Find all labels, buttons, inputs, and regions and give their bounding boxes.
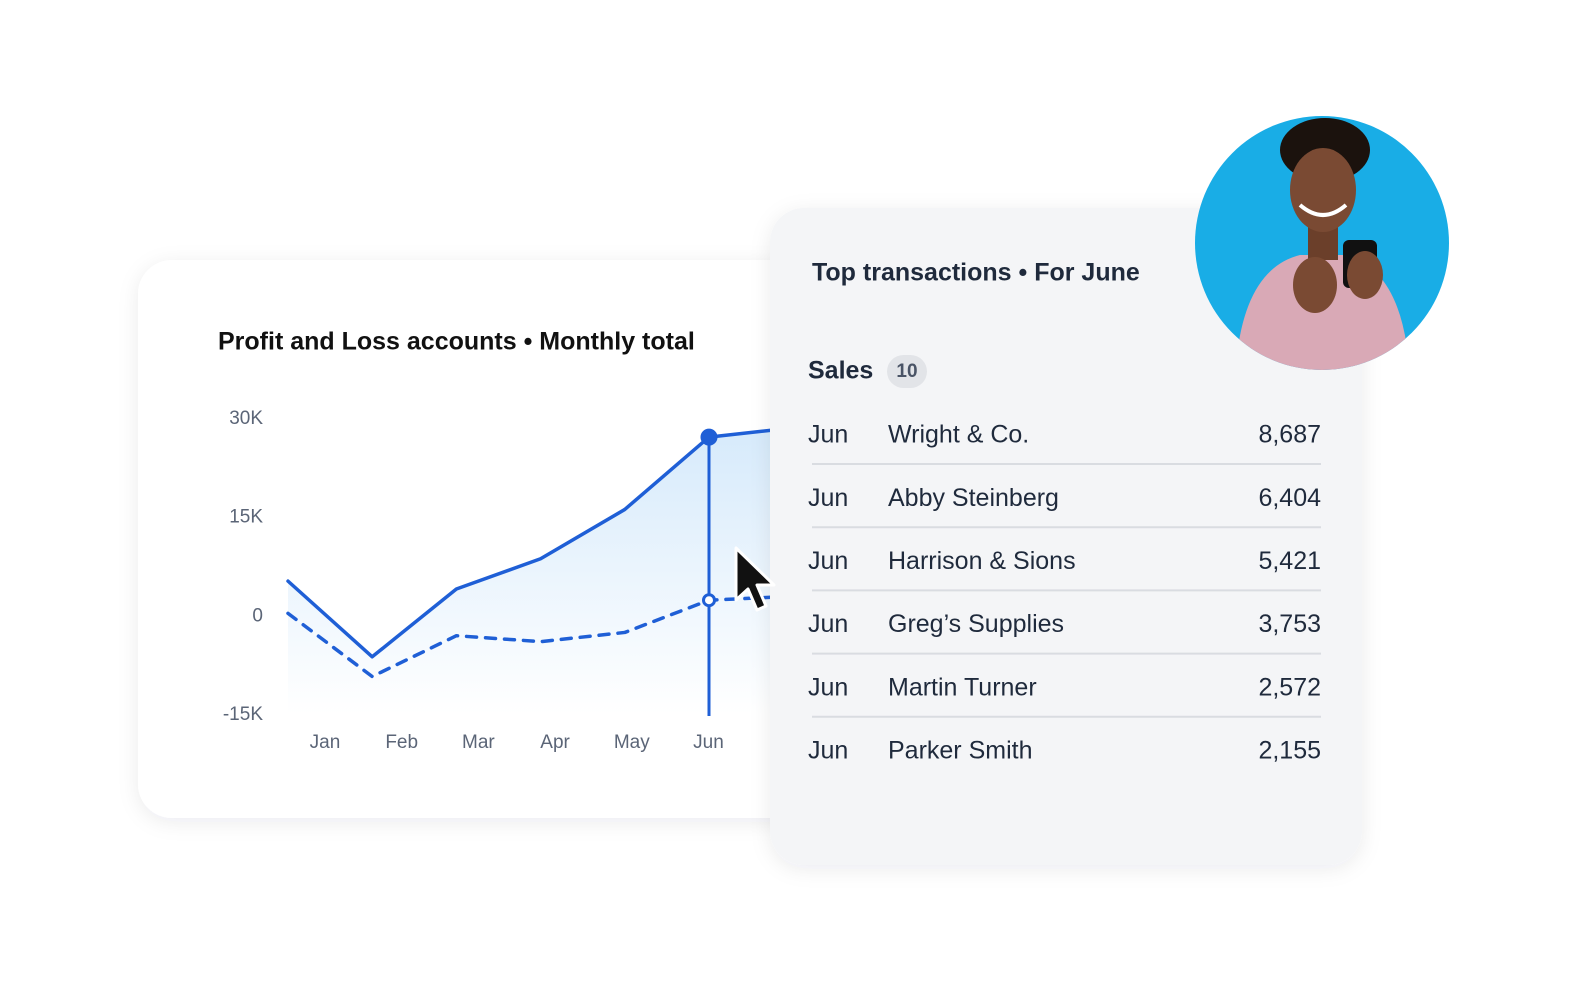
- x-tick-label: Jun: [693, 732, 724, 753]
- avatar-person: [1235, 118, 1410, 370]
- y-tick-label: 15K: [229, 507, 263, 528]
- hover-point: [702, 593, 716, 608]
- group-title: Sales: [808, 357, 873, 385]
- area: [288, 427, 794, 714]
- row-month: Jun: [808, 484, 848, 512]
- row-month: Jun: [808, 737, 848, 765]
- row-name: Parker Smith: [888, 737, 1032, 765]
- cursor: [734, 546, 776, 612]
- row-month: Jun: [808, 610, 848, 638]
- row-amount: 3,753: [1258, 610, 1321, 638]
- chart-card: Profit and Loss accounts • Monthly total…: [138, 260, 838, 818]
- transactions-card: Top transactions • For June Sales 10 Jun…: [770, 208, 1362, 865]
- y-tick-label: 30K: [229, 408, 263, 429]
- x-tick-label: Apr: [540, 732, 570, 753]
- row-amount: 8,687: [1258, 421, 1321, 449]
- row-name: Harrison & Sions: [888, 547, 1076, 575]
- count: 10: [896, 361, 917, 382]
- row-month: Jun: [808, 673, 848, 701]
- table-title: Top transactions • For June: [812, 259, 1140, 287]
- row-name: Wright & Co.: [888, 421, 1029, 449]
- row-amount: 2,572: [1258, 673, 1321, 701]
- row-amount: 2,155: [1258, 737, 1321, 765]
- row-amount: 6,404: [1258, 484, 1321, 512]
- row-month: Jun: [808, 547, 848, 575]
- x-tick-label: May: [614, 732, 650, 753]
- row-month: Jun: [808, 421, 848, 449]
- x-tick-label: Mar: [462, 732, 495, 753]
- x-tick-label: Feb: [385, 732, 418, 753]
- chart-title: Profit and Loss accounts • Monthly total: [218, 328, 695, 356]
- avatar: [1195, 116, 1449, 370]
- row-name: Abby Steinberg: [888, 484, 1059, 512]
- x-tick-label: Jan: [310, 732, 341, 753]
- row-name: Greg’s Supplies: [888, 610, 1064, 638]
- row-amount: 5,421: [1258, 547, 1321, 575]
- y-tick-label: -15K: [223, 704, 263, 725]
- count-badge: [887, 355, 927, 388]
- hover-point: [700, 428, 718, 446]
- row-name: Martin Turner: [888, 673, 1037, 701]
- y-tick-label: 0: [252, 605, 263, 626]
